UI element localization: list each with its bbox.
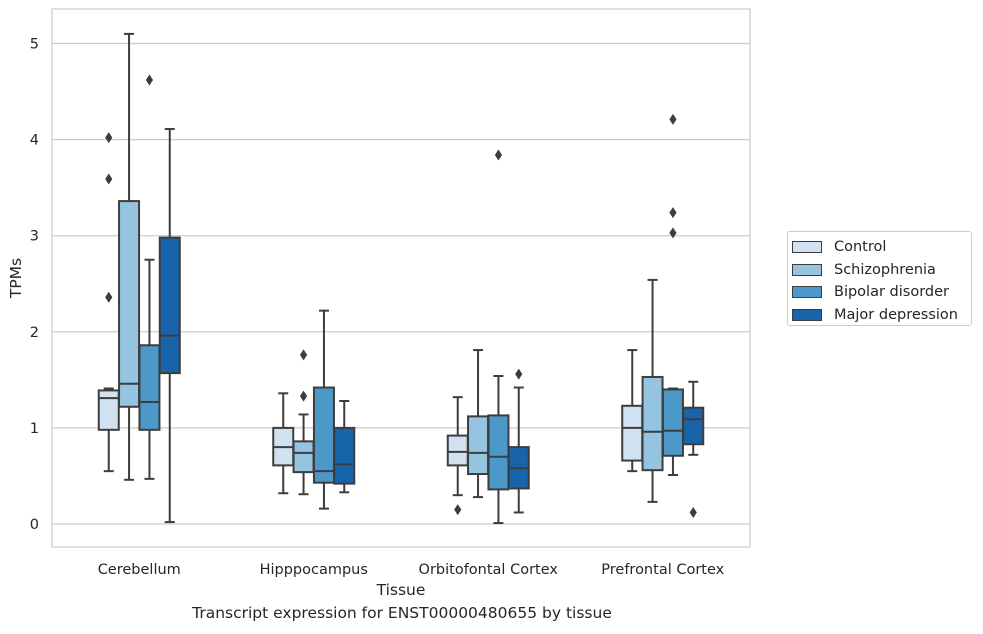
outlier-point (669, 207, 677, 219)
box-2-1 (118, 32, 141, 481)
legend-item-major-depression: Major depression (792, 304, 971, 327)
outlier-point (454, 504, 462, 516)
legend: Control Schizophrenia Bipolar disorder M… (787, 231, 972, 326)
legend-label-bipolar-disorder: Bipolar disorder (834, 284, 949, 301)
box-iqr (292, 440, 315, 474)
box-3-3 (487, 149, 510, 525)
outlier-point (299, 390, 308, 402)
box-1-2 (272, 392, 295, 495)
series-schizophrenia (118, 32, 664, 503)
outlier-point (299, 349, 308, 361)
outlier-point (494, 149, 503, 161)
box-iqr (446, 434, 469, 467)
y-axis-label: TPMs (7, 258, 25, 299)
box-iqr (158, 236, 181, 375)
legend-label-major-depression: Major depression (834, 306, 958, 323)
box-4-1 (158, 128, 181, 524)
outlier-point (669, 113, 677, 125)
box-3-1 (138, 74, 161, 480)
outlier-point (105, 291, 113, 303)
outlier-point (689, 506, 697, 518)
x-tick-label-2: Hipppocampus (260, 562, 368, 578)
legend-label-schizophrenia: Schizophrenia (834, 261, 936, 278)
box-iqr (682, 406, 705, 446)
legend-swatch-schizophrenia (792, 263, 822, 276)
series-major-depression (158, 128, 705, 524)
box-2-4 (641, 278, 664, 503)
box-iqr (621, 404, 644, 462)
box-iqr (333, 426, 356, 485)
outlier-point (669, 227, 677, 239)
outlier-point (515, 368, 523, 380)
y-tick-label-0: 0 (30, 517, 39, 533)
box-iqr (467, 415, 490, 476)
y-tick-label-2: 2 (30, 325, 39, 341)
legend-item-bipolar-disorder: Bipolar disorder (792, 281, 971, 304)
box-iqr (487, 414, 510, 491)
box-series (97, 32, 705, 525)
y-tick-label-4: 4 (30, 133, 39, 149)
y-tick-label-5: 5 (30, 37, 39, 53)
x-axis-label: Tissue (376, 581, 426, 599)
legend-swatch-major-depression (792, 308, 822, 321)
box-4-4 (682, 380, 705, 518)
x-tick-labels: Cerebellum Hipppocampus Orbitofontal Corte… (98, 562, 725, 578)
box-iqr (661, 388, 684, 457)
box-iqr (118, 200, 141, 408)
box-4-3 (507, 368, 530, 514)
y-tick-labels: 0 1 2 3 4 5 (30, 37, 39, 534)
box-iqr (97, 389, 120, 431)
outlier-point (145, 74, 154, 86)
box-4-2 (333, 399, 356, 494)
plot-frame (51, 8, 751, 548)
box-2-3 (467, 349, 490, 499)
legend-item-schizophrenia: Schizophrenia (792, 259, 971, 282)
box-iqr (312, 386, 335, 484)
box-2-2 (292, 349, 315, 496)
x-tick-label-3: Orbitofontal Cortex (419, 562, 559, 578)
x-tick-label-1: Cerebellum (98, 562, 181, 578)
y-tick-label-3: 3 (30, 229, 39, 245)
x-tick-label-4: Prefrontal Cortex (601, 562, 724, 578)
legend-swatch-bipolar-disorder (792, 286, 822, 299)
chart-caption: Transcript expression for ENST0000048065… (192, 604, 612, 622)
legend-label-control: Control (834, 239, 887, 256)
outlier-point (105, 173, 113, 185)
y-tick-label-1: 1 (30, 421, 39, 437)
legend-swatch-control (792, 241, 822, 254)
outlier-point (105, 132, 113, 144)
box-1-1 (97, 132, 120, 473)
legend-item-control: Control (792, 236, 971, 259)
box-iqr (138, 344, 161, 431)
box-iqr (641, 375, 664, 472)
